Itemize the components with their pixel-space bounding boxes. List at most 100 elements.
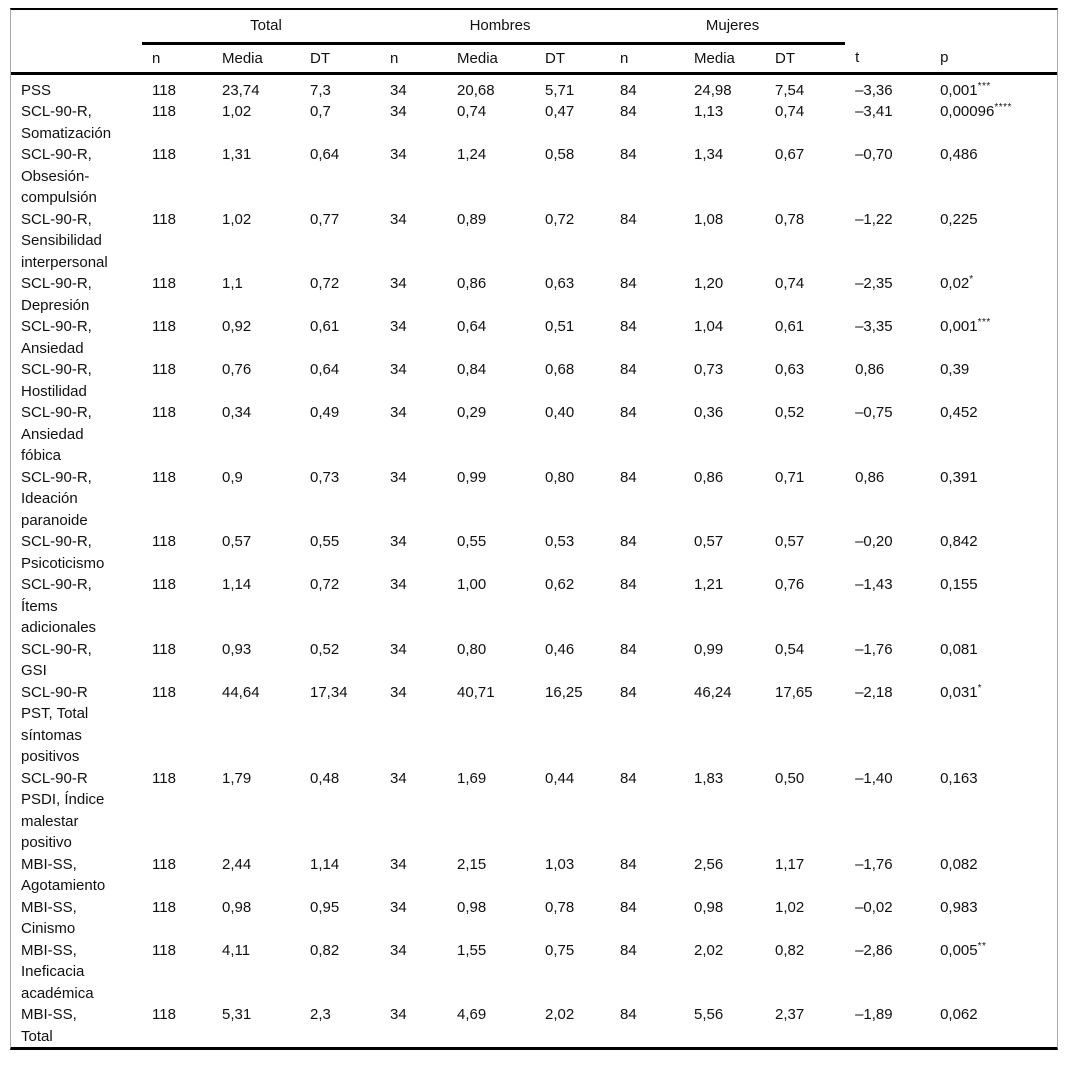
cell-n-total: 118 xyxy=(152,941,176,959)
cell-n-total: 118 xyxy=(152,640,176,658)
cell-media-hombres: 20,68 xyxy=(457,81,495,99)
cell-p: 0,082 xyxy=(940,855,978,873)
cell-media-total: 1,02 xyxy=(222,103,252,120)
cell-n-hombres: 34 xyxy=(390,146,407,163)
cell-dt-hombres: 16,25 xyxy=(545,683,583,701)
cell-media-hombres: 0,99 xyxy=(457,468,487,486)
cell-dt-total: 2,3 xyxy=(310,1006,331,1023)
col-header-dt-hombres: DT xyxy=(535,43,611,75)
cell-dt-total: 0,72 xyxy=(310,275,340,292)
cell-n-total: 118 xyxy=(152,103,176,120)
cell-dt-hombres: 0,46 xyxy=(545,640,575,658)
cell-n-mujeres: 84 xyxy=(620,640,637,658)
cell-n-hombres: 34 xyxy=(390,576,407,593)
corner-cell-right xyxy=(845,10,1057,43)
cell-n-total: 118 xyxy=(152,1006,176,1023)
cell-dt-hombres: 0,80 xyxy=(545,468,575,486)
cell-dt-hombres: 0,53 xyxy=(545,533,575,550)
cell-dt-mujeres: 0,63 xyxy=(775,361,805,378)
cell-n-total: 118 xyxy=(152,361,176,378)
cell-n-mujeres: 84 xyxy=(620,941,637,959)
cell-dt-total: 0,7 xyxy=(310,103,331,120)
col-header-media-hombres: Media xyxy=(447,43,536,75)
cell-p: 0,062 xyxy=(940,1006,978,1023)
cell-p: 0,391 xyxy=(940,468,978,486)
cell-media-hombres: 1,24 xyxy=(457,146,487,163)
cell-p: 0,001*** xyxy=(940,317,991,336)
row-label: SCL-90-R, Psicoticismo xyxy=(21,533,105,572)
cell-t: –2,18 xyxy=(855,683,893,701)
cell-dt-mujeres: 0,50 xyxy=(775,769,805,787)
row-label: MBI-SS, Ineficacia académica xyxy=(21,941,94,1002)
cell-t: –1,76 xyxy=(855,855,893,873)
cell-t: 0,86 xyxy=(855,361,885,378)
cell-media-mujeres: 46,24 xyxy=(694,683,732,701)
cell-n-total: 118 xyxy=(152,683,176,701)
cell-dt-mujeres: 0,61 xyxy=(775,318,805,335)
cell-media-hombres: 1,55 xyxy=(457,941,487,959)
cell-dt-total: 0,64 xyxy=(310,146,340,163)
row-label: MBI-SS, Agotamiento xyxy=(21,855,106,895)
group-header-row: Total Hombres Mujeres xyxy=(11,10,1057,45)
cell-dt-mujeres: 0,78 xyxy=(775,210,805,228)
table-row: MBI-SS, Total 118 5,31 2,3 34 4,69 2,02 84 5,56 2… xyxy=(11,1004,1057,1047)
cell-dt-total: 0,82 xyxy=(310,941,340,959)
cell-media-total: 5,31 xyxy=(222,1006,252,1023)
cell-n-hombres: 34 xyxy=(390,855,407,873)
cell-dt-hombres: 0,75 xyxy=(545,941,575,959)
cell-dt-hombres: 5,71 xyxy=(545,81,575,99)
row-label-header xyxy=(11,43,142,75)
cell-media-mujeres: 1,83 xyxy=(694,769,724,787)
cell-p: 0,486 xyxy=(940,146,978,163)
cell-media-hombres: 0,80 xyxy=(457,640,487,658)
cell-n-hombres: 34 xyxy=(390,318,407,335)
significance-marker: * xyxy=(977,682,983,694)
col-header-t: t xyxy=(845,43,931,75)
cell-media-total: 1,02 xyxy=(222,210,252,228)
table-row: SCL-90-R PSDI, Índice malestar positivo 1… xyxy=(11,768,1057,854)
col-header-p: p xyxy=(930,43,1058,75)
cell-n-mujeres: 84 xyxy=(620,404,637,421)
cell-t: 0,86 xyxy=(855,468,885,486)
table-row: SCL-90-R, Sensibilidad interpersonal 118 1… xyxy=(11,209,1057,274)
row-label: SCL-90-R, Depresión xyxy=(21,275,92,314)
cell-p: 0,225 xyxy=(940,210,978,228)
cell-p: 0,031* xyxy=(940,682,983,701)
significance-marker: **** xyxy=(994,102,1012,113)
cell-media-mujeres: 0,86 xyxy=(694,468,724,486)
cell-p: 0,155 xyxy=(940,576,978,593)
cell-media-total: 1,14 xyxy=(222,576,252,593)
corner-cell-left xyxy=(11,10,142,43)
cell-dt-total: 17,34 xyxy=(310,683,348,701)
col-header-dt-total: DT xyxy=(300,43,381,75)
table-row: PSS 118 23,74 7,3 34 20,68 5,71 84 24,98 7,54 –3,3… xyxy=(11,73,1057,101)
cell-n-mujeres: 84 xyxy=(620,898,637,916)
cell-media-hombres: 0,89 xyxy=(457,210,487,228)
cell-t: –3,36 xyxy=(855,81,893,99)
cell-dt-mujeres: 0,82 xyxy=(775,941,805,959)
col-header-media-mujeres: Media xyxy=(684,43,766,75)
cell-dt-mujeres: 1,17 xyxy=(775,855,805,873)
cell-dt-hombres: 2,02 xyxy=(545,1006,575,1023)
cell-media-hombres: 0,86 xyxy=(457,275,487,292)
cell-media-total: 44,64 xyxy=(222,683,260,701)
cell-dt-mujeres: 2,37 xyxy=(775,1006,805,1023)
row-label: MBI-SS, Total xyxy=(21,1006,77,1045)
group-header-mujeres: Mujeres xyxy=(610,10,846,45)
cell-n-hombres: 34 xyxy=(390,275,407,292)
cell-dt-mujeres: 0,54 xyxy=(775,640,805,658)
cell-media-hombres: 0,64 xyxy=(457,318,487,335)
cell-n-hombres: 34 xyxy=(390,361,407,378)
cell-media-mujeres: 0,57 xyxy=(694,533,724,550)
cell-p: 0,842 xyxy=(940,533,978,550)
cell-media-total: 0,34 xyxy=(222,404,252,421)
cell-t: –3,41 xyxy=(855,103,893,120)
cell-media-total: 0,98 xyxy=(222,898,252,916)
page: Total Hombres Mujeres n Media DT n Media… xyxy=(0,8,1068,1084)
row-label: SCL-90-R, Ansiedad xyxy=(21,318,92,357)
cell-n-hombres: 34 xyxy=(390,683,407,701)
descriptives-comparison-table: Total Hombres Mujeres n Media DT n Media… xyxy=(11,10,1058,1047)
cell-n-mujeres: 84 xyxy=(620,318,637,335)
cell-media-mujeres: 0,98 xyxy=(694,898,724,916)
significance-marker: *** xyxy=(977,80,991,92)
